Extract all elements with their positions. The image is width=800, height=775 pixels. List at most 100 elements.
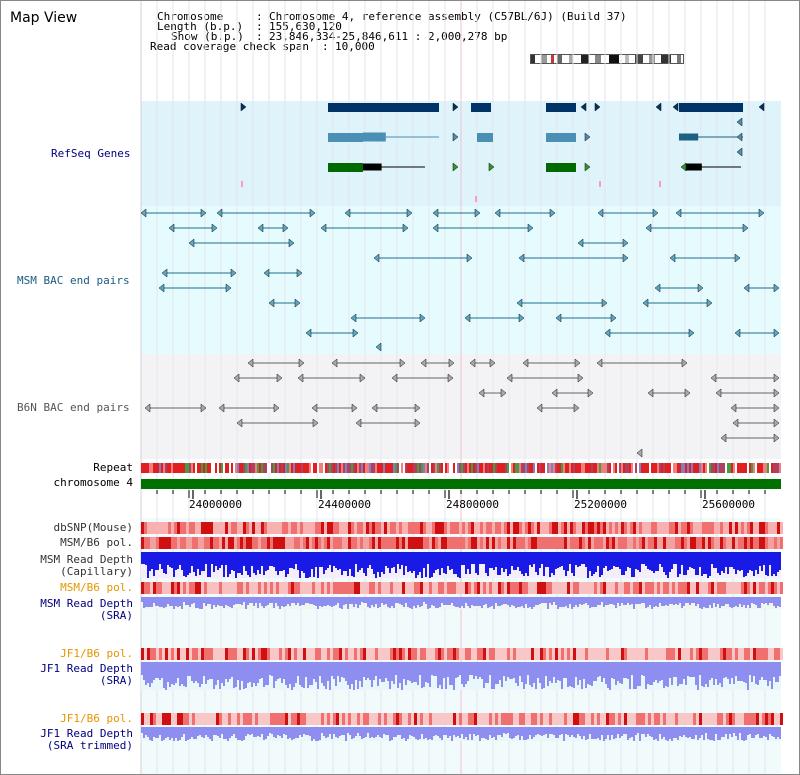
polymorphism-cell [708, 582, 711, 594]
polymorphism-cell [561, 648, 564, 660]
depth-bar [415, 727, 417, 739]
polymorphism-cell [582, 713, 585, 725]
polymorphism-cell [501, 582, 504, 594]
depth-bar [313, 662, 315, 679]
bac-end-marker [551, 388, 558, 398]
depth-bar [385, 662, 387, 678]
polymorphism-cell [285, 582, 288, 594]
polymorphism-cell [147, 582, 150, 594]
polymorphism-cell [687, 582, 690, 594]
polymorphism-cell [774, 522, 777, 534]
depth-bar [623, 662, 625, 678]
depth-bar [649, 727, 651, 736]
polymorphism-cell [717, 713, 720, 725]
repeat-element [737, 463, 739, 473]
depth-bar [527, 552, 529, 576]
depth-bar [169, 727, 171, 740]
polymorphism-cell [171, 537, 174, 549]
polymorphism-cell [348, 522, 351, 534]
polymorphism-cell [633, 537, 636, 549]
depth-bar [165, 662, 167, 690]
polymorphism-cell [348, 713, 351, 725]
depth-bar [655, 597, 657, 606]
repeat-element [603, 463, 605, 473]
polymorphism-cell [624, 537, 627, 549]
depth-bar [569, 727, 571, 737]
depth-bar [143, 662, 145, 680]
depth-bar [185, 662, 187, 687]
depth-bar [779, 597, 781, 607]
msm-bac-label[interactable]: MSM BAC end pairs [17, 274, 130, 287]
depth-bar [363, 727, 365, 738]
depth-bar [243, 727, 245, 740]
polymorphism-cell [561, 582, 564, 594]
repeat-element [779, 463, 781, 473]
depth-bar [515, 552, 517, 570]
polymorphism-cell [642, 522, 645, 534]
depth-bar [751, 727, 753, 738]
polymorphism-cell [603, 648, 606, 660]
depth-bar [713, 727, 715, 741]
gene-exon [363, 132, 386, 142]
depth-bar [675, 552, 677, 564]
depth-bar [327, 597, 329, 605]
polymorphism-cell [210, 522, 213, 534]
polymorphism-cell [555, 537, 558, 549]
depth-bar [593, 597, 595, 607]
page-title: Map View [10, 10, 78, 26]
repeat-element [769, 463, 771, 473]
depth-bar [569, 597, 571, 604]
depth-bar [407, 662, 409, 680]
repeat-element [305, 463, 307, 473]
polymorphism-cell [180, 713, 183, 725]
depth-bar [181, 662, 183, 684]
depth-bar [751, 662, 753, 682]
depth-bar [281, 552, 283, 571]
repeat-element [553, 463, 555, 473]
depth-bar [721, 727, 723, 737]
depth-bar [555, 597, 557, 605]
depth-bar [407, 552, 409, 572]
coverage-value: 10,000 [335, 40, 375, 53]
depth-bar [575, 552, 577, 565]
depth-bar [505, 727, 507, 734]
b6n-bac-label[interactable]: B6N BAC end pairs [17, 401, 130, 414]
polymorphism-cell [504, 713, 507, 725]
depth-bar [597, 662, 599, 677]
polymorphism-cell [147, 537, 150, 549]
polymorphism-cell [195, 713, 198, 725]
depth-bar [507, 662, 509, 677]
repeat-element [727, 463, 729, 473]
polymorphism-cell [270, 713, 273, 725]
polymorphism-cell [213, 648, 216, 660]
polymorphism-cell [747, 713, 750, 725]
polymorphism-cell [726, 648, 729, 660]
refseq-genes-label[interactable]: RefSeq Genes [51, 147, 131, 160]
depth-bar [703, 727, 705, 740]
polymorphism-cell [198, 648, 201, 660]
polymorphism-cell [444, 582, 447, 594]
depth-bar [611, 727, 613, 735]
depth-bar [527, 597, 529, 608]
depth-bar [585, 727, 587, 740]
repeat-element [397, 463, 399, 473]
depth-bar [339, 597, 341, 608]
polymorphism-cell [345, 522, 348, 534]
polymorphism-cell [765, 648, 768, 660]
polymorphism-cell [300, 648, 303, 660]
depth-bar [729, 552, 731, 567]
depth-bar [523, 727, 525, 740]
polymorphism-cell [267, 648, 270, 660]
depth-bar [487, 552, 489, 576]
polymorphism-cell [273, 713, 276, 725]
bac-end-marker [298, 358, 305, 368]
polymorphism-cell [366, 537, 369, 549]
repeat-element [241, 463, 243, 473]
polymorphism-cell [300, 537, 303, 549]
depth-bar [497, 662, 499, 684]
depth-bar [223, 727, 225, 739]
chromosome-ideogram[interactable] [530, 54, 684, 64]
polymorphism-cell [249, 648, 252, 660]
depth-bar [513, 662, 515, 678]
